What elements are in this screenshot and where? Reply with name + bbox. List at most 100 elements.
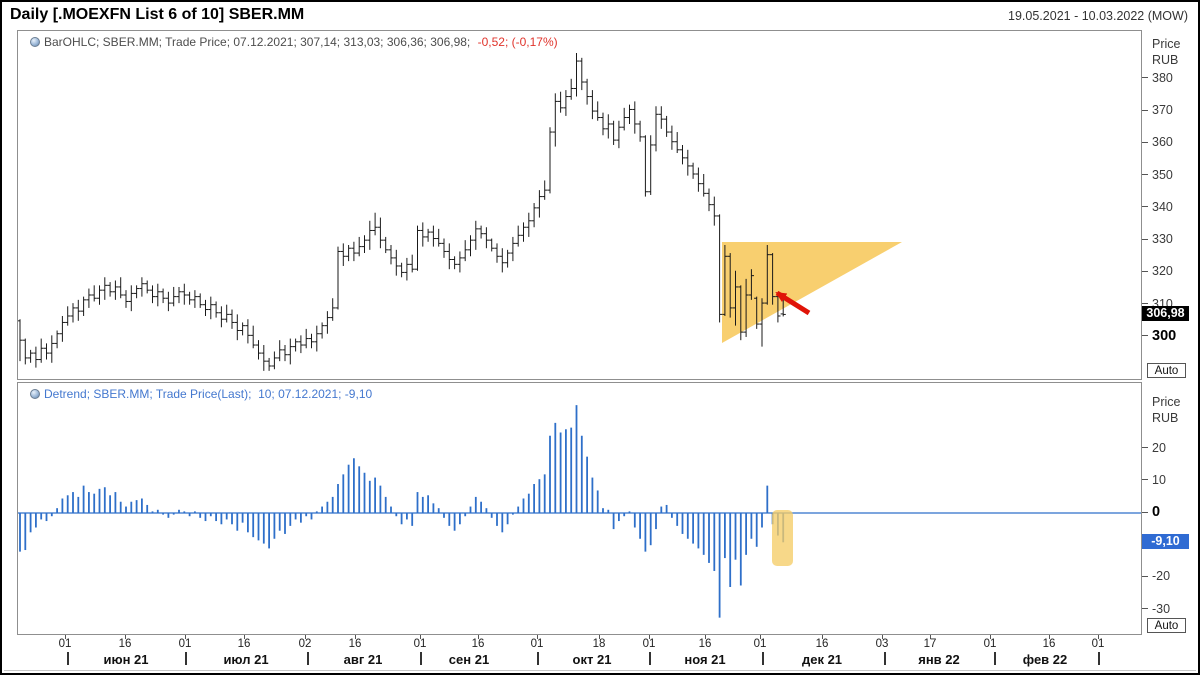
price-axis-tick-label: 300 (1152, 327, 1177, 344)
x-axis-tick-mark (478, 635, 479, 639)
detrend-axis-tick-label: 10 (1152, 472, 1166, 487)
price-axis-tick-mark (1142, 206, 1148, 208)
x-axis-month-label: июл 21 (223, 652, 269, 667)
ohlc-bars (18, 52, 786, 371)
detrend-legend-text: Detrend; SBER.MM; Trade Price(Last); 10;… (44, 387, 373, 401)
x-axis-tick-mark (822, 635, 823, 639)
x-axis-tick-mark (355, 635, 356, 639)
x-axis-day-tick: 01 (413, 638, 427, 650)
x-axis-day-tick: 03 (875, 638, 889, 650)
last-detrend-marker: -9,10 (1142, 533, 1189, 549)
live-data-icon (30, 389, 40, 399)
x-axis-tick-mark (1049, 635, 1050, 639)
month-separator (649, 652, 651, 665)
price-auto-scale-button[interactable]: Auto (1147, 363, 1186, 378)
x-axis-tick-mark (420, 635, 421, 639)
detrend-bars (19, 405, 785, 618)
price-axis-title: Price RUB (1152, 37, 1181, 67)
x-axis-month-label: сен 21 (448, 652, 490, 667)
price-axis-tick-mark (1142, 174, 1148, 176)
detrend-axis-tick-label: 0 (1152, 504, 1161, 520)
x-axis-day-tick: 01 (753, 638, 767, 650)
x-axis-month-label: ноя 21 (684, 652, 726, 667)
month-separator (1098, 652, 1100, 665)
x-axis-tick-mark (185, 635, 186, 639)
red-arrow-annotation[interactable] (775, 290, 811, 316)
price-legend-text: BarOHLC; SBER.MM; Trade Price; 07.12.202… (44, 35, 474, 49)
x-axis-month-label: янв 22 (918, 652, 960, 667)
detrend-axis-tick-label: -30 (1152, 601, 1171, 616)
month-separator (762, 652, 764, 665)
x-axis-day-tick: 16 (471, 638, 485, 650)
x-axis-tick-mark (990, 635, 991, 639)
detrend-chart-canvas[interactable] (18, 383, 1141, 634)
x-axis-month-label: фев 22 (1022, 652, 1068, 667)
x-axis-tick-mark (760, 635, 761, 639)
x-axis-day-tick: 01 (178, 638, 192, 650)
x-axis-tick-mark (305, 635, 306, 639)
bottom-separator (4, 670, 1196, 671)
detrend-axis-tick-mark (1142, 608, 1148, 610)
price-axis-tick-mark (1142, 238, 1148, 240)
x-axis-tick-mark (649, 635, 650, 639)
price-chart-canvas[interactable] (18, 31, 1141, 379)
x-axis-tick-mark (537, 635, 538, 639)
x-axis-month-label: июн 21 (103, 652, 149, 667)
x-axis-day-tick: 01 (642, 638, 656, 650)
month-separator (67, 652, 69, 665)
price-axis-tick-mark (1142, 141, 1148, 143)
detrend-axis-tick-mark (1142, 511, 1148, 513)
price-legend-change: -0,52; (-0,17%) (477, 35, 558, 49)
price-axis-tick-label: 380 (1152, 70, 1173, 85)
last-price-marker: 306,98 (1142, 305, 1189, 321)
price-axis-tick-label: 360 (1152, 135, 1173, 150)
month-separator (537, 652, 539, 665)
x-axis-tick-mark (65, 635, 66, 639)
x-axis-tick-mark (599, 635, 600, 639)
detrend-axis-title: Price RUB (1152, 395, 1181, 425)
price-axis-tick-label: 340 (1152, 199, 1173, 214)
x-axis-tick-mark (705, 635, 706, 639)
x-axis-day-tick: 16 (1042, 638, 1056, 650)
x-axis-tick-mark (882, 635, 883, 639)
x-axis-day-tick: 01 (983, 638, 997, 650)
x-axis-tick-mark (125, 635, 126, 639)
x-axis-month-label: авг 21 (343, 652, 383, 667)
x-axis-day-tick: 16 (815, 638, 829, 650)
detrend-axis-tick-mark (1142, 479, 1148, 481)
live-data-icon (30, 37, 40, 47)
detrend-axis-tick-label: 20 (1152, 440, 1166, 455)
month-separator (994, 652, 996, 665)
x-axis-day-tick: 17 (923, 638, 937, 650)
month-separator (420, 652, 422, 665)
detrend-auto-scale-button[interactable]: Auto (1147, 618, 1186, 633)
price-axis-tick-mark (1142, 109, 1148, 111)
price-axis-tick-label: 330 (1152, 232, 1173, 247)
price-chart-panel[interactable]: BarOHLC; SBER.MM; Trade Price; 07.12.202… (17, 30, 1142, 380)
highlight-rect-annotation[interactable] (772, 510, 793, 566)
month-separator (884, 652, 886, 665)
price-axis-tick-label: 320 (1152, 264, 1173, 279)
x-axis-tick-mark (1098, 635, 1099, 639)
price-axis-tick-label: 350 (1152, 167, 1173, 182)
triangle-annotation[interactable] (722, 242, 902, 343)
price-axis-tick-label: 370 (1152, 103, 1173, 118)
detrend-axis-tick-mark (1142, 447, 1148, 449)
detrend-axis-tick-mark (1142, 575, 1148, 577)
price-legend[interactable]: BarOHLC; SBER.MM; Trade Price; 07.12.202… (30, 35, 558, 49)
price-axis-tick-mark (1142, 335, 1148, 337)
x-axis-month-label: окт 21 (572, 652, 612, 667)
x-axis-day-tick: 02 (298, 638, 312, 650)
price-axis-tick-mark (1142, 303, 1148, 305)
window-title: Daily [.MOEXFN List 6 of 10] SBER.MM (10, 6, 305, 23)
detrend-chart-panel[interactable]: Detrend; SBER.MM; Trade Price(Last); 10;… (17, 382, 1142, 635)
x-axis-day-tick: 16 (348, 638, 362, 650)
x-axis-day-tick: 01 (58, 638, 72, 650)
x-axis-month-label: дек 21 (801, 652, 843, 667)
x-axis-day-tick: 01 (1091, 638, 1105, 650)
x-axis-day-tick: 16 (698, 638, 712, 650)
detrend-legend[interactable]: Detrend; SBER.MM; Trade Price(Last); 10;… (30, 387, 372, 401)
x-axis-day-tick: 18 (592, 638, 606, 650)
price-axis-tick-mark (1142, 77, 1148, 79)
